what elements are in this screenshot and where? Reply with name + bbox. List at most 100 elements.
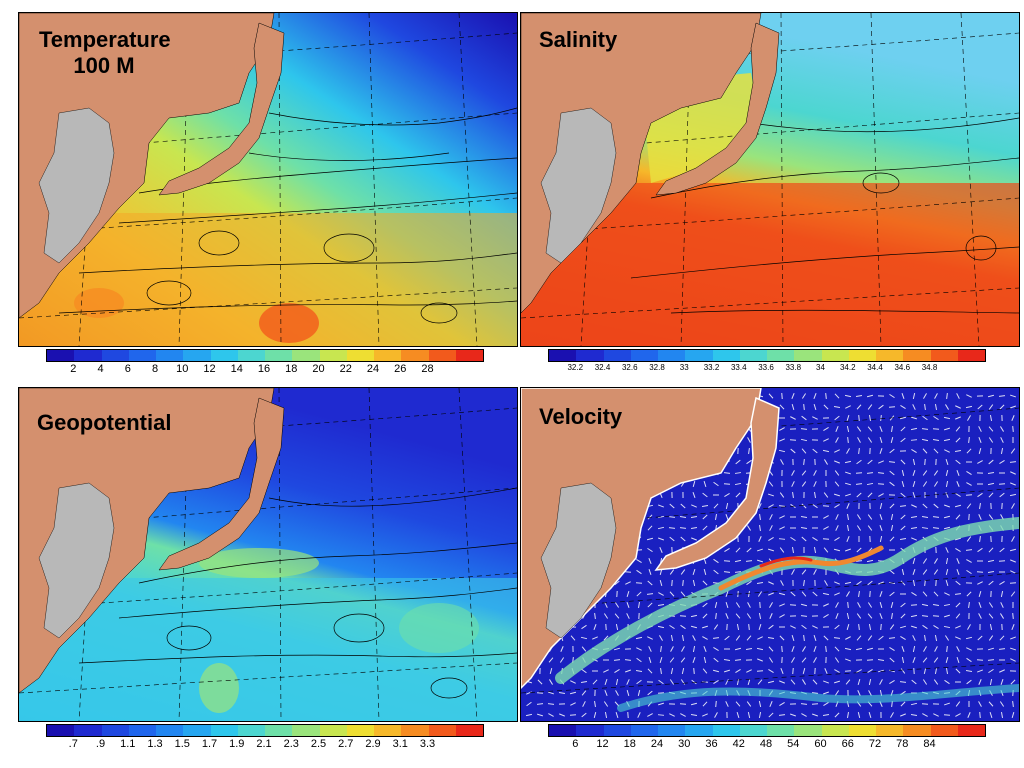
velocity-arrow (824, 459, 828, 465)
velocity-arrow (834, 624, 840, 630)
colorbar-tick-label: 18 (285, 363, 298, 375)
velocity-arrow (1012, 612, 1014, 620)
colorbar-tick-label: 1.5 (174, 738, 190, 750)
velocity-arrow (955, 426, 961, 432)
velocity-arrow (844, 493, 852, 497)
velocity-arrow (690, 614, 698, 618)
velocity-arrow (712, 637, 720, 639)
velocity-arrow (758, 612, 762, 620)
velocity-arrow (593, 624, 597, 630)
velocity-arrow (681, 667, 685, 675)
velocity-arrow (945, 568, 949, 576)
velocity-arrow (813, 393, 817, 399)
velocity-arrow (888, 461, 896, 463)
salinity-colorbar-ticks: 32.2 32.4 32.6 32.8 33 33.2 33.4 33.6 33.8 34 34.2… (548, 363, 984, 377)
velocity-arrow (954, 450, 962, 452)
velocity-arrow (978, 590, 982, 598)
velocity-arrow (966, 448, 972, 454)
velocity-arrow (921, 615, 929, 617)
velocity-arrow (977, 669, 983, 673)
velocity-arrow (910, 713, 918, 717)
velocity-arrow (978, 679, 982, 685)
velocity-arrow (1011, 624, 1015, 630)
velocity-arrow (889, 470, 895, 476)
velocity-arrow (692, 579, 696, 587)
colorbar-tick-label: 22 (339, 363, 352, 375)
velocity-arrow (880, 414, 882, 422)
velocity-arrow (790, 625, 796, 629)
velocity-arrow (890, 436, 894, 444)
velocity-arrow (702, 668, 708, 674)
velocity-arrow (867, 459, 873, 465)
velocity-arrow (779, 438, 785, 442)
velocity-arrow (845, 658, 851, 662)
velocity-arrow (910, 614, 918, 618)
velocity-arrow (933, 448, 939, 454)
velocity-arrow (758, 503, 762, 509)
velocity-arrow (857, 711, 861, 719)
velocity-arrow (1000, 447, 1004, 455)
contour-lines (78, 487, 517, 699)
velocity-arrow (943, 515, 951, 519)
velocity-arrow (779, 427, 785, 431)
velocity-arrow (866, 394, 874, 398)
colorbar-tick-label: 10 (176, 363, 189, 375)
velocity-arrow (900, 426, 906, 432)
velocity-arrow (932, 603, 940, 607)
velocity-arrow (844, 471, 852, 475)
velocity-arrow (857, 690, 861, 696)
velocity-arrow (647, 713, 653, 717)
velocity-arrow (670, 646, 674, 652)
colorbar-swatch (101, 725, 129, 736)
velocity-arrow (933, 591, 939, 597)
velocity-arrow (647, 514, 653, 520)
colorbar-swatch (603, 725, 631, 736)
velocity-arrow (989, 623, 993, 631)
salinity-title: Salinity (539, 27, 618, 52)
velocity-arrow (767, 637, 775, 639)
velocity-arrow (758, 700, 762, 708)
velocity-arrow (547, 691, 555, 695)
velocity-arrow (735, 547, 741, 553)
velocity-arrow (988, 459, 994, 465)
velocity-arrow (812, 503, 818, 509)
velocity-arrow (945, 667, 949, 675)
velocity-arrow (924, 579, 926, 587)
velocity-arrow (934, 393, 938, 399)
velocity-arrow (979, 711, 981, 719)
velocity-arrow (910, 416, 918, 420)
colorbar-swatch (346, 725, 374, 736)
velocity-arrow (802, 679, 806, 685)
velocity-arrow (923, 646, 927, 652)
velocity-arrow (945, 656, 949, 664)
velocity-arrow (878, 635, 884, 641)
colorbar-swatch (957, 725, 985, 736)
velocity-arrow (725, 701, 729, 707)
velocity-arrow (988, 635, 994, 641)
colorbar-swatch (156, 350, 184, 361)
velocity-arrow (933, 481, 939, 487)
velocity-arrow (779, 547, 785, 553)
velocity-arrow (998, 395, 1006, 397)
velocity-arrow (966, 503, 972, 509)
velocity-arrow (801, 481, 807, 487)
velocity-arrow (912, 480, 916, 488)
velocity-arrow (657, 604, 665, 606)
velocity-arrow (647, 547, 653, 553)
colorbar-swatch (739, 725, 767, 736)
velocity-arrow (911, 504, 917, 508)
colorbar-tick-label: 2 (70, 363, 77, 375)
velocity-arrow (625, 669, 631, 673)
velocity-arrow (637, 689, 641, 697)
velocity-arrow (800, 703, 808, 705)
colorbar-swatch (47, 350, 75, 361)
velocity-arrow (899, 538, 907, 540)
velocity-arrow (748, 590, 750, 598)
velocity-arrow (702, 580, 708, 586)
velocity-arrow (670, 634, 674, 642)
velocity-arrow (693, 667, 695, 675)
velocity-arrow (757, 591, 763, 597)
velocity-arrow (943, 416, 951, 420)
velocity-arrow (1010, 658, 1016, 662)
velocity-arrow (757, 636, 763, 640)
